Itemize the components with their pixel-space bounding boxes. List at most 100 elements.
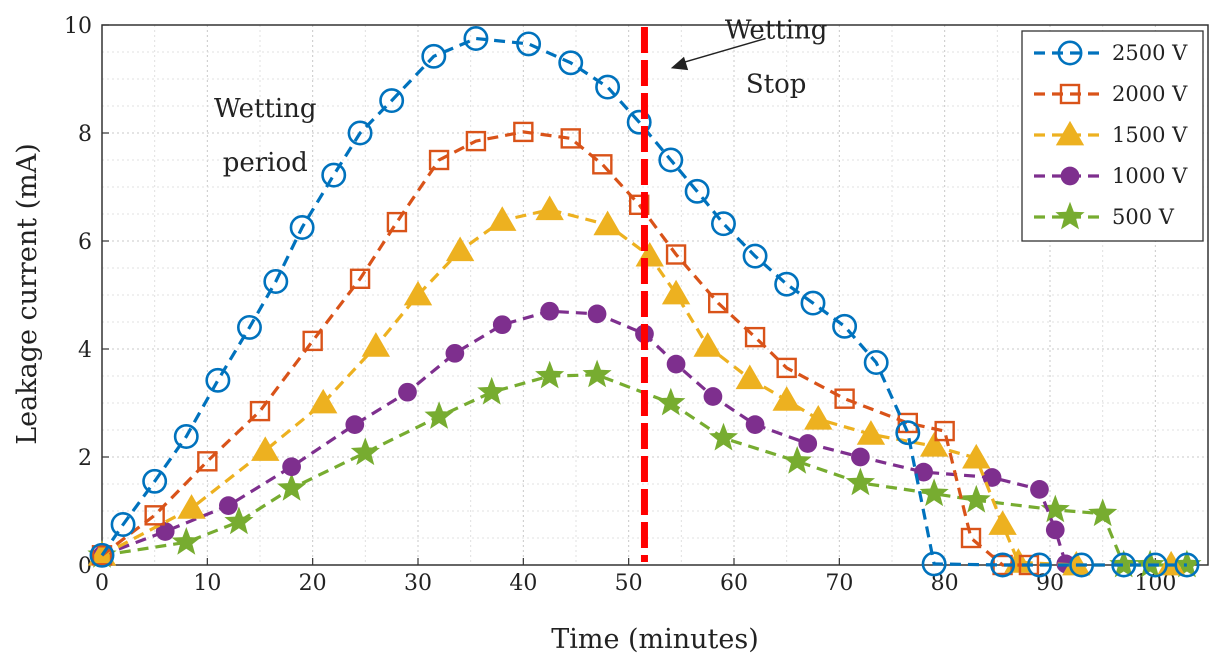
- data-point: [635, 241, 664, 267]
- y-axis-label: Leakage current (mA): [12, 143, 43, 445]
- x-tick-label: 10: [193, 571, 221, 596]
- data-point: [1174, 552, 1200, 578]
- data-point: [463, 26, 489, 51]
- data-point: [197, 451, 218, 472]
- data-point: [1172, 549, 1202, 578]
- data-point: [249, 400, 271, 422]
- data-point: [744, 326, 766, 348]
- data-point: [89, 542, 115, 568]
- data-point: [403, 280, 433, 306]
- data-point: [398, 382, 417, 402]
- legend-marker: [1055, 201, 1085, 230]
- x-tick-label: 90: [1036, 571, 1064, 596]
- series-layer: [87, 26, 1202, 578]
- series-2000v: [91, 121, 1040, 576]
- annotation-arrow-head: [670, 56, 689, 71]
- data-point: [895, 420, 921, 446]
- data-point: [1045, 520, 1065, 540]
- legend-marker: [1057, 40, 1083, 66]
- legend: 2500 V 2000 V 1500 V 1000 V 500 V: [1021, 30, 1204, 242]
- data-point: [445, 236, 475, 262]
- data-point: [897, 412, 918, 434]
- x-tick-label: 50: [615, 571, 643, 596]
- legend-entry: 2000 V: [1034, 82, 1188, 106]
- data-point: [666, 354, 686, 374]
- legend-label: 1000 V: [1112, 164, 1188, 188]
- x-axis-label: Time (minutes): [551, 624, 759, 655]
- data-point: [540, 301, 560, 321]
- data-point: [592, 154, 613, 175]
- data-point: [834, 388, 855, 409]
- data-point: [488, 206, 517, 231]
- data-point: [347, 120, 373, 146]
- data-point: [782, 446, 812, 474]
- data-point: [626, 109, 652, 135]
- y-tick-label: 2: [78, 446, 92, 471]
- data-point: [960, 527, 982, 549]
- data-point: [1088, 498, 1118, 527]
- data-point: [1018, 554, 1040, 576]
- data-point: [535, 195, 564, 221]
- data-point: [1062, 550, 1091, 576]
- annotation-stop: Stop: [746, 70, 807, 100]
- legend-marker: [1055, 120, 1085, 146]
- data-point: [309, 388, 338, 414]
- y-tick-label: 4: [78, 338, 92, 363]
- data-point: [263, 269, 289, 294]
- data-point: [703, 387, 723, 406]
- x-tick-label: 70: [825, 571, 853, 596]
- data-point: [560, 128, 581, 149]
- annotation-wetting2: Wetting: [725, 16, 828, 46]
- data-point: [219, 496, 238, 515]
- data-point: [379, 88, 405, 114]
- data-point: [832, 313, 858, 339]
- series-1500v: [87, 195, 1186, 576]
- legend-label: 2000 V: [1112, 82, 1188, 106]
- legend-label: 2500 V: [1112, 41, 1188, 65]
- data-point: [144, 505, 165, 526]
- data-point: [800, 290, 826, 316]
- legend-marker: [1060, 166, 1080, 186]
- data-point: [593, 210, 622, 236]
- data-point: [776, 357, 797, 379]
- legend-entry: 1000 V: [1034, 164, 1188, 188]
- x-tick-label: 60: [720, 571, 748, 596]
- data-point: [742, 243, 768, 269]
- data-point: [386, 211, 408, 233]
- data-point: [321, 162, 347, 188]
- series-2500v: [89, 26, 1200, 578]
- plot-frame: [101, 24, 1209, 566]
- data-point: [91, 545, 113, 566]
- y-tick-label: 0: [78, 554, 92, 579]
- x-tick-label: 30: [404, 571, 432, 596]
- data-point: [492, 315, 512, 335]
- data-point: [282, 457, 301, 477]
- data-point: [465, 130, 487, 152]
- data-point: [595, 74, 621, 100]
- data-point: [445, 343, 465, 363]
- data-point: [289, 215, 315, 240]
- data-point: [919, 478, 949, 507]
- data-point: [684, 178, 710, 204]
- data-point: [919, 432, 949, 457]
- annotations: Wetting period Wetting Stop: [214, 16, 827, 178]
- data-point: [1027, 552, 1052, 578]
- data-point: [962, 443, 991, 469]
- data-point: [708, 292, 729, 314]
- data-point: [205, 367, 231, 393]
- data-point: [804, 405, 833, 430]
- data-point: [421, 43, 447, 69]
- data-point: [1069, 552, 1095, 578]
- data-point: [658, 147, 684, 173]
- data-point: [961, 484, 991, 513]
- data-point: [914, 462, 933, 482]
- data-point: [424, 401, 454, 429]
- data-point: [173, 424, 199, 449]
- data-point: [745, 415, 765, 434]
- x-tick-label: 20: [299, 571, 327, 596]
- legend-entry: 1500 V: [1034, 120, 1188, 147]
- data-point: [110, 512, 136, 537]
- data-point: [735, 364, 764, 390]
- series-line: [101, 208, 1172, 567]
